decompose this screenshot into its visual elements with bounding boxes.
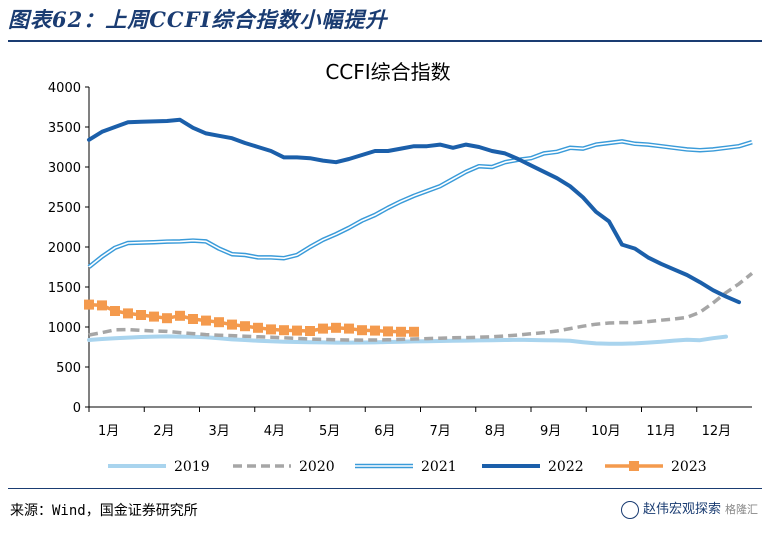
data-point — [357, 325, 367, 336]
x-tick-label: 4月 — [264, 424, 285, 439]
x-tick-label: 3月 — [208, 424, 229, 439]
x-tick-label: 10月 — [591, 424, 621, 439]
y-tick-label: 0 — [73, 401, 81, 416]
data-point — [162, 313, 172, 324]
data-point — [136, 310, 146, 320]
source-note: 来源：Wind，国金证券研究所 — [10, 503, 198, 519]
x-tick-label: 5月 — [319, 424, 340, 439]
data-point — [188, 314, 198, 324]
y-tick-label: 2000 — [48, 241, 81, 256]
y-tick-label: 1000 — [48, 321, 81, 336]
data-point — [123, 308, 133, 319]
series-lines — [84, 117, 754, 346]
x-tick-label: 6月 — [374, 424, 395, 439]
y-tick-label: 4000 — [48, 81, 81, 96]
data-point — [253, 322, 263, 333]
watermark-sub: 格隆汇 — [725, 503, 758, 516]
series-line — [87, 334, 728, 346]
data-point — [370, 325, 380, 336]
data-point — [97, 300, 107, 311]
watermark: 赵伟宏观探索 格隆汇 — [620, 498, 758, 519]
data-point — [331, 322, 341, 333]
data-point — [305, 326, 315, 336]
legend-item-2019: 2019 — [108, 459, 210, 475]
legend-label: 2022 — [548, 459, 584, 475]
x-tick-label: 12月 — [702, 424, 732, 439]
data-point — [396, 326, 406, 337]
data-point — [383, 326, 393, 337]
series-2019 — [87, 334, 728, 346]
legend-label: 2023 — [671, 459, 707, 475]
legend-item-2023: 2023 — [605, 459, 707, 475]
legend-label: 2019 — [174, 459, 210, 475]
y-tick-label: 2500 — [48, 201, 81, 216]
series-line — [87, 117, 741, 305]
x-tick-label: 1月 — [98, 424, 119, 439]
data-point — [240, 321, 250, 332]
legend-label: 2020 — [299, 459, 335, 475]
source-rule — [8, 488, 762, 489]
axes: 0 500 1000 1500 2000 2500 3000 3500 4000 1月 2月 3月 4月… — [48, 81, 752, 439]
legend: 2019 2020 2021 2022 2023 — [108, 459, 707, 475]
data-point — [175, 310, 185, 321]
data-point — [266, 324, 276, 335]
data-point — [84, 299, 94, 310]
legend-label: 2021 — [421, 459, 457, 475]
series-2021 — [87, 139, 753, 269]
data-point — [149, 311, 159, 322]
x-tick-label: 8月 — [485, 424, 506, 439]
data-point — [318, 323, 328, 334]
watermark-text: 赵伟宏观探索 — [642, 502, 721, 517]
data-point — [279, 325, 289, 336]
series-line-inner — [88, 140, 753, 268]
series-line-outer — [87, 139, 753, 269]
legend-item-2020: 2020 — [233, 459, 335, 475]
figure-title: 图表62：上周CCFI综合指数小幅提升 — [8, 7, 388, 32]
ccfi-line-chart: CCFI综合指数 0 500 1000 1500 2000 2500 3000 3500 400… — [48, 60, 754, 475]
data-point — [292, 325, 302, 336]
data-point — [214, 317, 224, 328]
series-2020 — [88, 272, 754, 342]
data-point — [110, 306, 120, 316]
data-point — [344, 323, 354, 334]
data-point — [201, 315, 211, 326]
y-tick-label: 3500 — [48, 121, 81, 136]
legend-item-2021: 2021 — [355, 459, 457, 475]
x-tick-label: 7月 — [429, 424, 450, 439]
series-line — [88, 272, 754, 342]
title-rule — [8, 40, 762, 42]
series-2023 — [84, 299, 419, 337]
y-tick-label: 1500 — [48, 281, 81, 296]
legend-marker — [629, 461, 639, 471]
chart-title: CCFI综合指数 — [325, 60, 450, 84]
y-tick-label: 500 — [56, 361, 81, 376]
legend-item-2022: 2022 — [482, 459, 584, 475]
x-tick-label: 11月 — [646, 424, 676, 439]
data-point — [227, 319, 237, 330]
wechat-icon — [620, 500, 639, 519]
x-tick-label: 9月 — [540, 424, 561, 439]
y-tick-label: 3000 — [48, 161, 81, 176]
x-tick-label: 2月 — [153, 424, 174, 439]
series-2022 — [87, 117, 741, 305]
data-point — [409, 326, 419, 337]
